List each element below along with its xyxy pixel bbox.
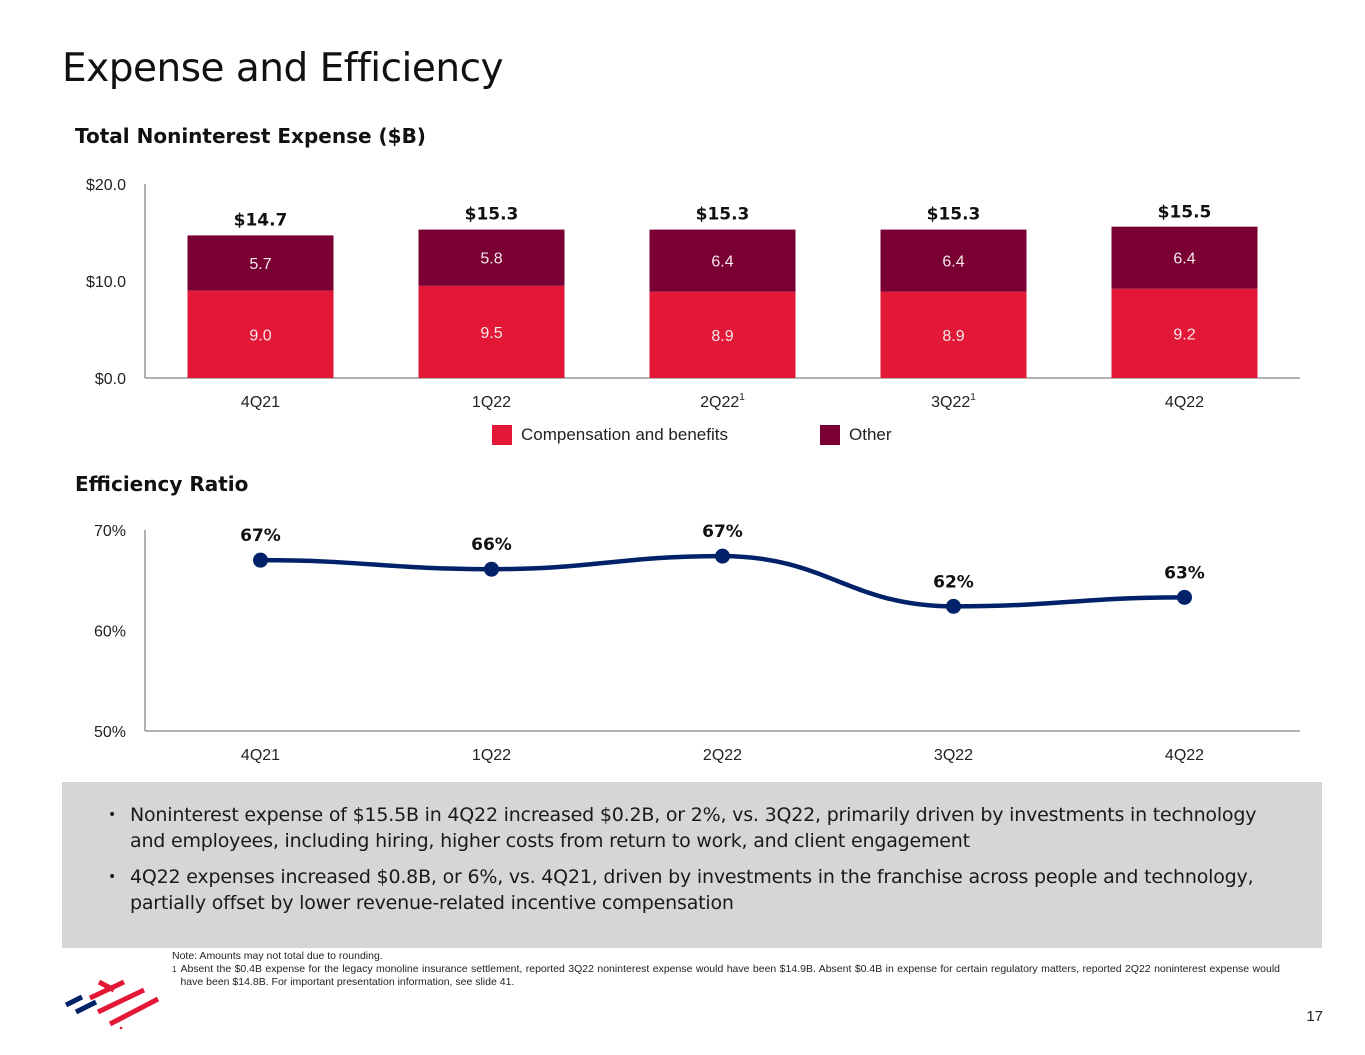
data-label-compensation: 9.0 [249,327,271,344]
legend-label-other: Other [849,425,892,444]
data-label: 63% [1164,563,1205,583]
data-label-total: $14.7 [234,210,288,230]
expense-bar-chart: $0.0 $10.0 $20.0 9.0 5.7 $14.7 4Q21 9.5 5.8 $15.3… [86,177,1300,411]
x-tick-label: 4Q22 [1165,394,1204,411]
bar-segment-compensation [649,291,796,378]
bar-segment-compensation [418,285,565,378]
commentary-panel: • Noninterest expense of $15.5B in 4Q22 … [62,782,1322,948]
bullet-marker: • [108,807,117,823]
expense-chart-title: Total Noninterest Expense ($B) [75,124,426,148]
bullet-text: 4Q22 expenses increased $0.8B, or 6%, vs… [130,866,1254,914]
y-tick-label: $20.0 [86,177,126,194]
y-tick-label: $0.0 [95,371,126,388]
footnote-1: 1 Absent the $0.4B expense for the legac… [172,963,1280,989]
bar-segment-other [1111,226,1258,289]
y-tick-label: 60% [94,624,126,641]
bullet-item: • 4Q22 expenses increased $0.8B, or 6%, … [108,864,1282,916]
bar-segment-compensation [880,291,1027,378]
page-number: 17 [1306,1008,1323,1025]
data-label: 67% [240,526,281,546]
x-tick-label: 4Q21 [241,394,280,411]
bar-segment-other [649,229,796,292]
x-tick-label: 2Q221 [700,392,745,411]
y-tick-label: 70% [94,523,126,540]
data-label-total: $15.3 [465,205,519,225]
data-label-other: 5.8 [480,251,502,268]
data-label-compensation: 8.9 [711,328,733,345]
bullet-text: Noninterest expense of $15.5B in 4Q22 in… [130,804,1257,852]
data-point [946,598,961,614]
data-label-compensation: 9.2 [1173,326,1195,343]
bullet-item: • Noninterest expense of $15.5B in 4Q22 … [108,802,1282,854]
y-tick-label: 50% [94,724,126,741]
bullet-marker: • [108,869,117,885]
data-label-other: 6.4 [1173,251,1195,268]
data-label-other: 5.7 [249,256,271,273]
efficiency-ratio-line [258,553,1187,609]
efficiency-line-chart: 50% 60% 70% 67% 4Q21 66% 1Q22 67% 2Q22 62% 3Q22 63%… [94,522,1300,764]
data-label-compensation: 9.5 [480,325,502,342]
bank-logo-icon [64,979,160,1030]
footnote-marker: 1 [739,392,745,403]
x-tick-label: 3Q221 [931,392,976,411]
x-tick-label: 1Q22 [472,394,511,411]
x-tick-label: 3Q22 [934,747,973,764]
page-title: Expense and Efficiency [62,46,504,91]
x-tick-label: 2Q22 [703,747,742,764]
footnote-marker: 1 [172,965,177,974]
footnotes: Note: Amounts may not total due to round… [172,950,1280,989]
bar-segment-compensation [187,290,334,378]
legend-item-other: Other [820,425,892,445]
x-tick-label: 4Q22 [1165,747,1204,764]
data-label-compensation: 8.9 [942,328,964,345]
data-label: 66% [471,535,512,555]
data-label: 67% [702,522,743,542]
y-tick-label: $10.0 [86,274,126,291]
data-point [1177,589,1192,605]
data-label-other: 6.4 [711,254,733,271]
x-tick-label: 1Q22 [472,747,511,764]
data-point [484,561,499,577]
data-point [253,552,268,568]
efficiency-chart-title: Efficiency Ratio [75,472,249,496]
data-label: 62% [933,572,974,592]
x-tick-label: 4Q21 [241,747,280,764]
data-label-other: 6.4 [942,254,964,271]
data-label-total: $15.3 [927,205,981,225]
legend-item-compensation: Compensation and benefits [492,425,728,445]
data-label-total: $15.5 [1158,203,1212,223]
data-label-total: $15.3 [696,205,750,225]
rounding-note: Note: Amounts may not total due to round… [172,950,383,962]
bar-segment-other [880,229,1027,292]
bar-segment-compensation [1111,288,1258,378]
footnote-text: Absent the $0.4B expense for the legacy … [180,963,1280,988]
data-point [715,548,730,564]
legend-swatch-other [820,425,840,445]
bar-segment-other [418,229,565,286]
legend-label-compensation: Compensation and benefits [521,425,728,444]
bar-segment-other [187,235,334,291]
footnote-marker: 1 [970,392,976,403]
legend-swatch-compensation [492,425,512,445]
